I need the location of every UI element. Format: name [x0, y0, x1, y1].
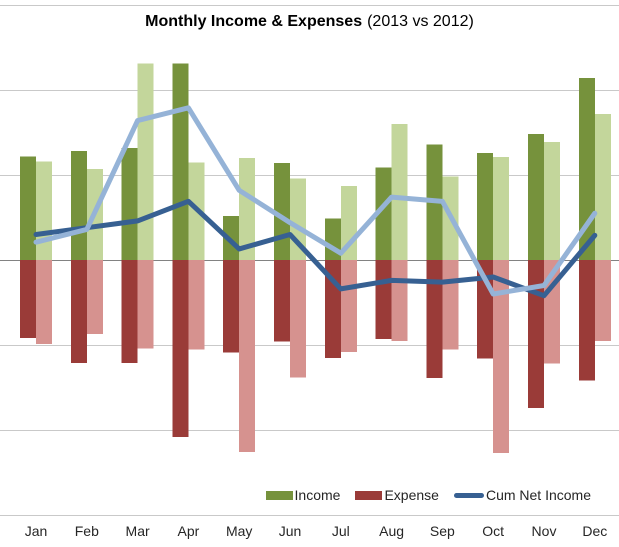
x-axis-label-sep: Sep — [429, 523, 455, 539]
bar-income-2012-dec — [594, 113, 611, 260]
bar-income-2013-nov — [528, 134, 544, 260]
x-axis-label-dec: Dec — [582, 523, 608, 539]
bar-expense-2013-jun — [274, 260, 290, 342]
x-axis-label-oct: Oct — [482, 523, 505, 539]
bar-expense-2012-nov — [544, 260, 560, 364]
bar-expense-2013-may — [223, 260, 240, 353]
line-cum-net-income-2013 — [33, 198, 598, 299]
expense-swatch-icon — [355, 490, 383, 500]
bar-expense-2013-apr — [172, 260, 189, 437]
bar-expense-2013-feb — [70, 260, 87, 363]
bar-expense-2013-aug — [375, 260, 392, 340]
legend-label-income: Income — [294, 487, 341, 503]
bar-expense-2012-jun — [290, 260, 306, 378]
bar-expense-2012-aug — [391, 260, 408, 341]
legend-entry-expense: Expense — [355, 487, 439, 503]
bar-income-2013-may — [223, 215, 240, 260]
x-axis-label-jul: Jul — [331, 523, 350, 539]
bar-income-2012-oct — [493, 157, 510, 260]
x-axis-label-nov: Nov — [531, 523, 557, 539]
bar-income-2012-nov — [544, 141, 560, 260]
bar-expense-2013-jan — [20, 260, 36, 339]
x-axis-label-jan: Jan — [24, 523, 48, 539]
bar-expense-2012-sep — [442, 260, 459, 350]
bar-income-2013-jan — [20, 156, 36, 260]
bar-income-2013-mar — [121, 147, 138, 260]
bar-expense-2012-dec — [594, 260, 611, 341]
x-axis-label-feb: Feb — [74, 523, 99, 539]
x-axis-label-apr: Apr — [177, 523, 200, 539]
bar-income-2012-may — [239, 158, 256, 260]
bar-expense-2013-sep — [426, 260, 443, 379]
bar-expense-2012-jul — [340, 260, 357, 352]
legend-label-expense: Expense — [384, 487, 439, 503]
x-axis-label-may: May — [225, 523, 253, 539]
bar-income-2013-feb — [70, 151, 87, 260]
bar-expense-2012-apr — [188, 260, 205, 350]
chart-title-main: Monthly Income & Expenses — [145, 13, 363, 30]
bar-expense-2013-nov — [528, 260, 544, 408]
bar-income-2013-dec — [578, 78, 595, 260]
bar-income-2012-jan — [36, 161, 52, 260]
x-axis-label-mar: Mar — [125, 523, 150, 539]
bar-expense-2012-feb — [86, 260, 103, 334]
x-axis-label-jun: Jun — [278, 523, 302, 539]
legend: Income Expense Cum Net Income — [265, 487, 591, 503]
bar-income-2012-aug — [391, 124, 408, 260]
legend-entry-income: Income — [265, 487, 341, 503]
bar-expense-2012-jan — [36, 260, 52, 345]
bar-income-2013-apr — [172, 63, 189, 261]
bar-expense-2012-mar — [137, 260, 154, 349]
chart-title: Monthly Income & Expenses (2013 vs 2012) — [0, 13, 619, 31]
plot-area — [0, 5, 619, 516]
bar-income-2013-aug — [375, 167, 392, 260]
legend-entry-cum-net-income: Cum Net Income — [453, 487, 591, 503]
bar-income-2013-oct — [477, 152, 494, 260]
x-axis-label-aug: Aug — [379, 523, 405, 539]
bar-expense-2013-dec — [578, 260, 595, 381]
line-cum-net-income-2012 — [33, 105, 598, 297]
bar-income-2012-mar — [137, 63, 154, 261]
bar-expense-2012-may — [239, 260, 256, 453]
bar-expense-2012-oct — [493, 260, 510, 453]
legend-label-cum-net-income: Cum Net Income — [485, 487, 591, 503]
bar-expense-2013-mar — [121, 260, 138, 363]
cum-net-income-line-swatch-icon — [453, 492, 484, 498]
chart-title-subtitle: (2013 vs 2012) — [367, 13, 474, 30]
income-swatch-icon — [265, 490, 293, 500]
